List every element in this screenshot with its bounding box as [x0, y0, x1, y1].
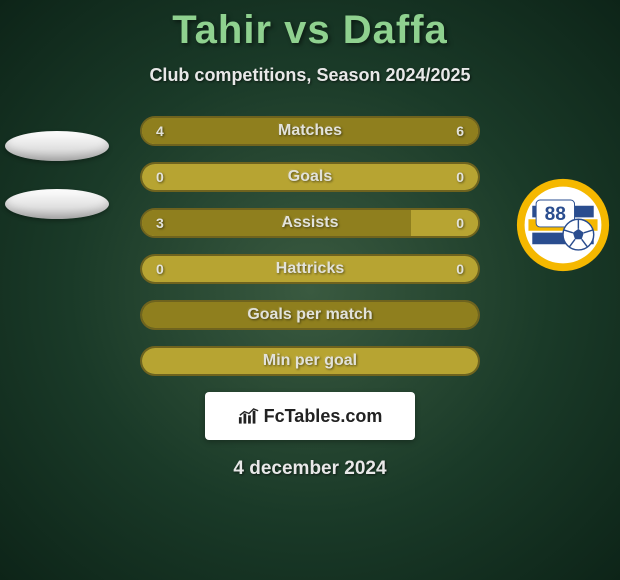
bar-label: Matches [278, 122, 342, 140]
subtitle: Club competitions, Season 2024/2025 [0, 65, 620, 86]
club-crest-icon: 88 [515, 177, 611, 273]
bar-right-value: 6 [456, 123, 464, 139]
bar-label: Min per goal [263, 352, 357, 370]
stat-bar: Goals 0 0 [140, 162, 480, 192]
bar-right-value: 0 [456, 169, 464, 185]
stats-bars: Matches46Goals00Assists30Hattricks00Goal… [140, 116, 480, 376]
page-title: Tahir vs Daffa [0, 0, 620, 53]
fctables-label: FcTables.com [264, 406, 383, 427]
stat-bar: Goals per match [140, 300, 480, 330]
placeholder-oval [5, 131, 109, 161]
bar-left-value: 3 [156, 215, 164, 231]
stat-bar: Hattricks 0 0 [140, 254, 480, 284]
bar-right-value: 0 [456, 215, 464, 231]
right-player-badge: 88 [508, 170, 618, 280]
stat-bar: Min per goal [140, 346, 480, 376]
bar-left-fill [142, 210, 411, 236]
bar-label: Assists [282, 214, 339, 232]
date-label: 4 december 2024 [0, 458, 620, 480]
stat-bar: Assists 3 0 [140, 208, 480, 238]
fctables-banner[interactable]: FcTables.com [205, 392, 415, 440]
bar-label: Goals per match [247, 306, 372, 324]
bar-left-value: 0 [156, 261, 164, 277]
bar-left-value: 0 [156, 169, 164, 185]
svg-text:88: 88 [545, 204, 567, 225]
left-player-badge [2, 120, 112, 230]
bar-left-value: 4 [156, 123, 164, 139]
bar-mid [411, 210, 478, 236]
bar-right-value: 0 [456, 261, 464, 277]
placeholder-oval [5, 189, 109, 219]
fctables-chart-icon [238, 408, 260, 424]
bar-label: Hattricks [276, 260, 344, 278]
stat-bar: Matches 4 6 [140, 116, 480, 146]
bar-label: Goals [288, 168, 332, 186]
